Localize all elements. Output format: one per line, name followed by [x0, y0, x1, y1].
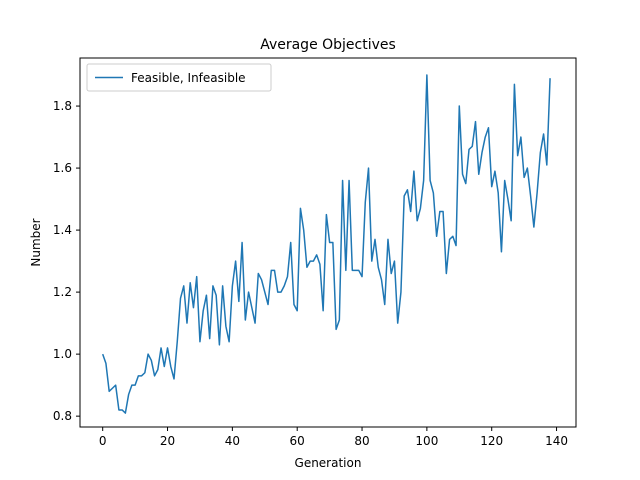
- y-tick-label: 1.4: [53, 223, 72, 237]
- legend-entry-label: Feasible, Infeasible: [131, 71, 246, 85]
- series-line: [101, 74, 551, 414]
- y-tick-label: 1.6: [53, 161, 72, 175]
- chart-title: Average Objectives: [260, 37, 396, 53]
- legend-box: [86, 63, 272, 92]
- series-layer: [101, 74, 551, 414]
- x-tick-label: 100: [415, 434, 438, 448]
- y-axis-ticks: 0.8 1.0 1.2 1.4 1.6 1.8: [53, 99, 80, 423]
- x-tick-label: 60: [290, 434, 305, 448]
- x-tick-label: 120: [480, 434, 503, 448]
- y-tick-label: 1.0: [53, 347, 72, 361]
- x-axis-ticks: 0 20 40 60 80 100 120 140: [99, 427, 568, 448]
- x-tick-label: 140: [545, 434, 568, 448]
- y-axis-label: Number: [29, 218, 43, 266]
- y-tick-label: 1.2: [53, 285, 72, 299]
- x-tick-label: 20: [160, 434, 175, 448]
- plot-frame: [79, 57, 577, 428]
- x-tick-label: 80: [354, 434, 369, 448]
- x-tick-label: 40: [225, 434, 240, 448]
- x-axis-label: Generation: [295, 456, 362, 470]
- y-tick-label: 0.8: [53, 409, 72, 423]
- x-tick-label: 0: [99, 434, 107, 448]
- y-tick-label: 1.8: [53, 99, 72, 113]
- legend: Feasible, Infeasible: [86, 63, 272, 92]
